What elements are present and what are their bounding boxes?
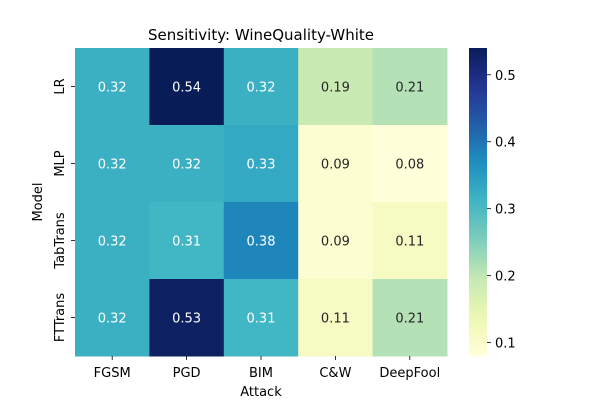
colorbar-tick-label: 0.2	[495, 270, 516, 285]
colorbar	[469, 48, 487, 356]
heatmap-cell-label: 0.19	[321, 81, 350, 96]
heatmap-cell-label: 0.38	[247, 235, 276, 250]
y-tick-label: TabTrans	[53, 212, 68, 270]
heatmap-cell-label: 0.21	[395, 312, 424, 327]
heatmap-cell	[372, 125, 448, 203]
heatmap-cell-label: 0.54	[172, 81, 201, 96]
heatmap-cell-label: 0.32	[247, 81, 276, 96]
colorbar-tick-label: 0.4	[495, 136, 516, 151]
x-tick-label: FGSM	[94, 366, 131, 381]
colorbar-tick-label: 0.1	[495, 337, 516, 352]
heatmap-cell-label: 0.08	[395, 158, 424, 173]
x-tick-label: PGD	[173, 366, 201, 381]
heatmap-cell	[223, 202, 299, 280]
y-tick-label: FTTrans	[53, 293, 68, 343]
heatmap-cell-label: 0.11	[321, 312, 350, 327]
x-tick-label: C&W	[319, 366, 351, 381]
heatmap-cell-label: 0.32	[98, 235, 127, 250]
heatmap-cell-label: 0.33	[247, 158, 276, 173]
colorbar-ticks: 0.1 0.2 0.3 0.4 0.5	[487, 69, 516, 352]
heatmap-cell	[75, 48, 150, 126]
heatmap-cell-label: 0.11	[395, 235, 424, 250]
chart-title: Sensitivity: WineQuality-White	[148, 26, 374, 44]
heatmap-cell	[298, 202, 374, 280]
heatmap-cell-label: 0.32	[98, 312, 127, 327]
heatmap-cell	[298, 48, 374, 126]
heatmap-cell	[372, 202, 448, 280]
heatmap-cell	[372, 279, 448, 357]
colorbar-tick-label: 0.3	[495, 203, 516, 218]
heatmap-cell	[223, 125, 299, 203]
heatmap-cell	[75, 279, 150, 357]
y-axis-label: Model	[31, 182, 46, 221]
heatmap-cell	[149, 125, 225, 203]
heatmap-cell	[298, 279, 374, 357]
colorbar-tick-label: 0.5	[495, 69, 516, 84]
heatmap-cell	[372, 48, 448, 126]
x-tick-label: BIM	[249, 366, 273, 381]
heatmap-cell-label: 0.21	[395, 81, 424, 96]
heatmap-cell	[223, 279, 299, 357]
heatmap-cell-label: 0.09	[321, 158, 350, 173]
heatmap-cell-label: 0.32	[98, 81, 127, 96]
y-axis-ticks: LR MLP TabTrans FTTrans	[53, 78, 75, 342]
heatmap-cell-label: 0.32	[172, 158, 201, 173]
x-axis-ticks: FGSM PGD BIM C&W DeepFool	[94, 356, 440, 381]
heatmap-cell-label: 0.32	[98, 158, 127, 173]
heatmap-cell	[149, 48, 225, 126]
heatmap-cell	[149, 202, 225, 280]
y-tick-label: MLP	[53, 150, 68, 176]
heatmap-cell	[298, 125, 374, 203]
heatmap-cell-label: 0.09	[321, 235, 350, 250]
heatmap-cell	[223, 48, 299, 126]
heatmap-cell-label: 0.53	[172, 312, 201, 327]
x-tick-label: DeepFool	[379, 366, 440, 381]
heatmap-cell-label: 0.31	[247, 312, 276, 327]
heatmap-cells: 0.32 0.54 0.32 0.19 0.21 0.32 0.32 0.33 0.09 0.08…	[75, 48, 448, 357]
heatmap-cell	[75, 125, 150, 203]
heatmap-cell-label: 0.31	[172, 235, 201, 250]
heatmap-cell	[149, 279, 225, 357]
heatmap-cell	[75, 202, 150, 280]
x-axis-label: Attack	[240, 385, 282, 400]
y-tick-label: LR	[53, 78, 68, 94]
